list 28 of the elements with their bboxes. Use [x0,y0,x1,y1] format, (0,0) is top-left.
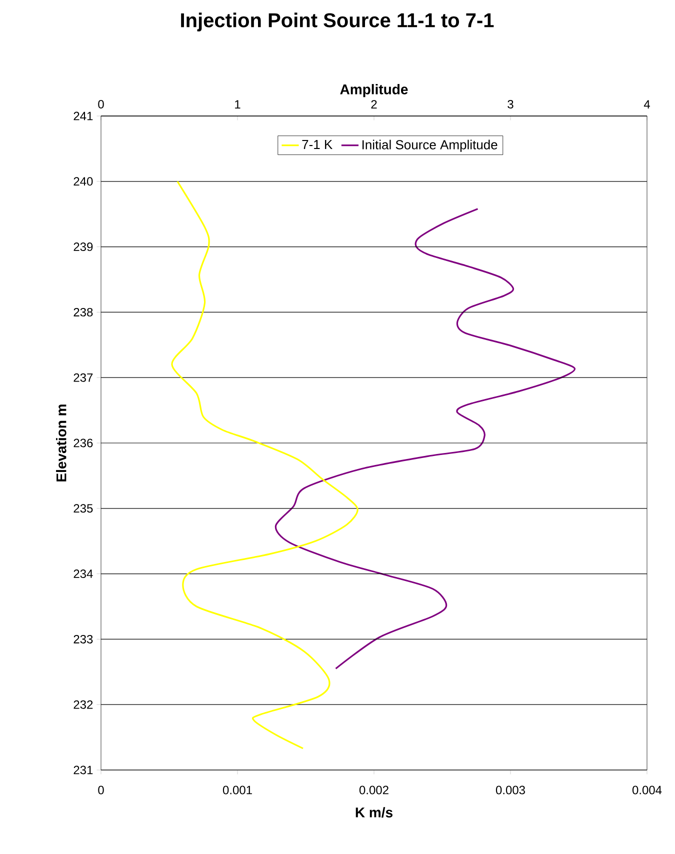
y-tick-label: 232 [74,700,93,709]
y-tick-label: 239 [74,242,93,252]
x-tick-label: 0.003 [496,786,525,794]
x-tick-label: 0.004 [632,786,662,794]
x-tick-label: 0.002 [359,786,388,794]
y-tick-label: 236 [74,438,93,448]
y-tick-label: 241 [74,112,93,120]
y-tick-label: 238 [74,308,93,316]
x-tick-label: 0 [98,786,104,794]
y-tick-label: 237 [74,373,93,382]
line-series [171,180,358,750]
x2-tick-label: 4 [644,100,650,108]
x-tick-label: 0.001 [222,786,252,794]
x2-tick-label: 3 [508,100,514,108]
x2-axis-title: Amplitude [340,84,408,98]
y-axis-title: Elevation m [56,404,66,482]
y-tick-label: 235 [74,504,93,513]
y-tick-label: 231 [74,766,93,774]
legend-label: 7-1 K [302,140,332,149]
x-axis-title: K m/s [356,807,392,818]
y-tick-label: 233 [74,634,93,644]
chart-title: Injection Point Source 11-1 to 7-1 [181,12,494,32]
x2-tick-label: 2 [371,100,377,108]
x2-tick-label: 0 [98,100,104,108]
y-tick-label: 234 [74,570,93,578]
legend-label: Initial Source Amplitude [362,140,498,152]
y-tick-label: 240 [74,177,93,186]
x2-tick-label: 1 [235,100,240,108]
